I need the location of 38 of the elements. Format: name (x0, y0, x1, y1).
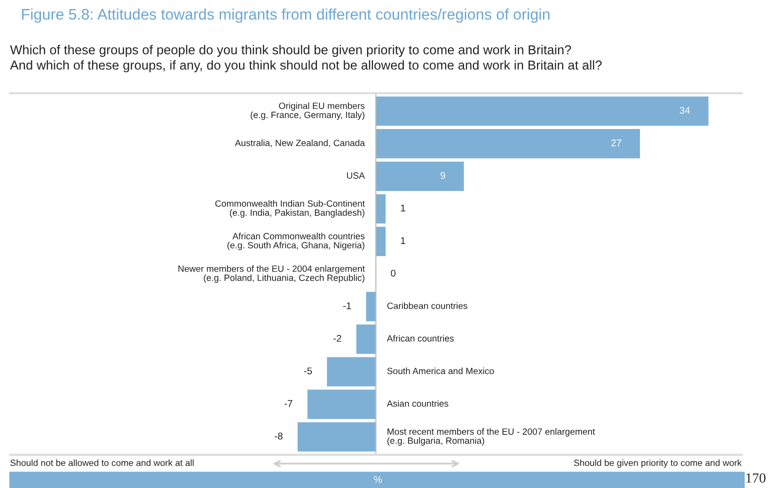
y-tick-label: Australia, New Zealand, Canada (234, 139, 365, 148)
bar (376, 226, 386, 256)
text: 170 (746, 473, 766, 483)
data-label: -2 (333, 334, 342, 342)
data-label: -1 (343, 302, 351, 310)
data-label: 1 (401, 237, 406, 244)
data-label: -7 (284, 400, 292, 407)
bar (356, 324, 376, 354)
text: Should not be allowed to come and work at all (10, 459, 194, 466)
bar (307, 390, 376, 419)
bar (298, 422, 376, 452)
y-tick-label: African countries (386, 334, 454, 342)
y-tick-label: Commonwealth Indian Sub-Continent (e.g. India, Pakistan, Bangladesh) (215, 200, 365, 218)
data-label: 9 (440, 172, 446, 179)
y-tick-label: Original EU members (e.g. France, Germany, Italy) (250, 102, 365, 120)
y-tick-label: Caribbean countries (387, 302, 468, 310)
bar (366, 292, 376, 322)
chart-subtitle: Which of these groups of people do you think should be given priority to come and work in Britain? And which of these groups, if any, do you think should not be allowed to come and work in Britain at all? (10, 44, 602, 72)
y-tick-label: Newer members of the EU - 2004 enlargement (e.g. Poland, Lithuania, Czech Republic) (178, 265, 365, 283)
text: Should be given priority to come and work (574, 459, 742, 468)
y-tick-label: Most recent members of the EU - 2007 enlargement (e.g. Bulgaria, Romania) (387, 428, 596, 446)
bar (326, 357, 376, 386)
data-label: -5 (304, 368, 312, 374)
data-label: 0 (390, 270, 396, 277)
x-axis-title: % (374, 476, 382, 483)
y-tick-label: Asian countries (386, 400, 448, 407)
data-label: 34 (680, 106, 690, 114)
y-tick-label: South America and Mexico (387, 368, 494, 374)
data-label: 1 (401, 204, 406, 212)
bar (376, 162, 464, 191)
bar (376, 129, 640, 158)
data-label: -8 (274, 432, 283, 440)
bar (376, 194, 386, 224)
bar (376, 96, 708, 126)
y-tick-label: USA (347, 172, 365, 179)
data-label: 27 (611, 139, 622, 146)
y-tick-label: African Commonwealth countries (e.g. South Africa, Ghana, Nigeria) (227, 232, 365, 250)
chart-title: Figure 5.8: Attitudes towards migrants from different countries/regions of origin (22, 8, 550, 23)
